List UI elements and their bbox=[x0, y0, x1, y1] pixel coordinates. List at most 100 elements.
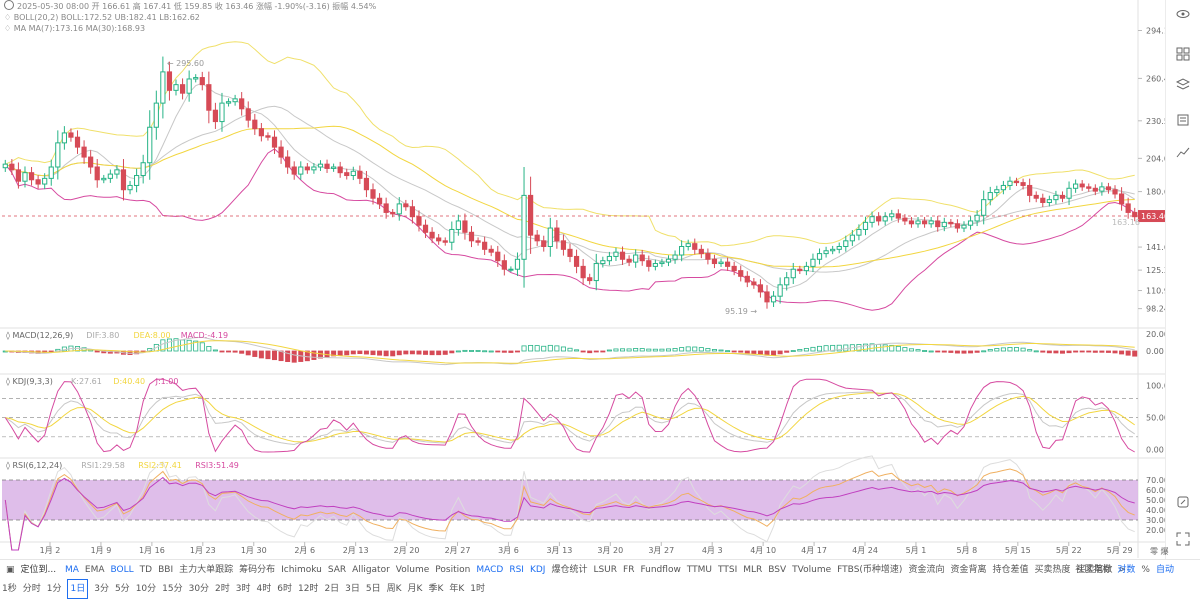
timeframe-tab[interactable]: 3日 bbox=[345, 584, 360, 594]
community-indicators-button[interactable]: 社区指标 bbox=[1075, 565, 1112, 575]
indicator-tab[interactable]: TVolume bbox=[792, 565, 832, 575]
pane-title: ◊ KDJ(9,3,3) bbox=[6, 377, 53, 386]
indicator-tab[interactable]: MLR bbox=[743, 565, 763, 575]
grid-icon[interactable] bbox=[1171, 42, 1195, 66]
candle bbox=[35, 179, 41, 185]
indicator-tab[interactable]: BBI bbox=[158, 565, 174, 575]
indicator-tab[interactable]: BOLL bbox=[110, 565, 134, 575]
timeframe-tab[interactable]: 年K bbox=[449, 584, 465, 594]
more-indicators-button[interactable]: > bbox=[1118, 565, 1127, 575]
candle bbox=[981, 199, 987, 216]
indicator-tab[interactable]: EMA bbox=[84, 565, 105, 575]
timeframe-tab[interactable]: 12时 bbox=[297, 584, 319, 594]
indicator-tab[interactable]: FTBS(币种增速) bbox=[837, 565, 903, 575]
candle bbox=[1086, 186, 1092, 189]
timeframe-tab[interactable]: 1时 bbox=[470, 584, 485, 594]
indicator-tab[interactable]: 资金背离 bbox=[950, 565, 987, 575]
macd-y-tick-label: 0.00 bbox=[1146, 347, 1164, 356]
indicator-tab[interactable]: SAR bbox=[327, 565, 347, 575]
candle bbox=[541, 240, 547, 247]
candle bbox=[219, 102, 225, 123]
chart[interactable]: 294.16 260.42 230.54 204.09 180.68 141.60 125.… bbox=[0, 0, 1200, 560]
ohlc-icon[interactable] bbox=[4, 0, 14, 10]
candle bbox=[764, 291, 770, 303]
indicator-tab[interactable]: 持仓差值 bbox=[992, 565, 1029, 575]
timeframe-tab[interactable]: 周K bbox=[386, 584, 402, 594]
indicator-tab[interactable]: Fundflow bbox=[640, 565, 681, 575]
timeframe-tab[interactable]: 季K bbox=[428, 584, 444, 594]
macd-bar bbox=[390, 350, 396, 357]
macd-bar bbox=[836, 344, 842, 352]
boll-lines bbox=[2, 41, 1138, 311]
timeframe-tab[interactable]: 2时 bbox=[215, 584, 230, 594]
timeframe-tab[interactable]: 1日 bbox=[67, 579, 89, 599]
indicator-tab[interactable]: Position bbox=[435, 565, 471, 575]
locate-button[interactable]: 定位到... bbox=[20, 565, 57, 575]
indicator-tab[interactable]: TTMU bbox=[686, 565, 713, 575]
macd-bar bbox=[613, 348, 619, 352]
timeframe-tab[interactable]: 6时 bbox=[277, 584, 292, 594]
layers-icon[interactable] bbox=[1171, 72, 1195, 96]
fullscreen-icon[interactable] bbox=[1171, 527, 1195, 551]
kdj-y-tick-label: 0.00 bbox=[1146, 446, 1164, 455]
list-icon[interactable] bbox=[1171, 108, 1195, 132]
indicator-tab[interactable]: 筹码分布 bbox=[239, 565, 276, 575]
rsi3-line bbox=[4, 476, 1135, 551]
indicator-tab[interactable]: MACD bbox=[476, 565, 504, 575]
candle bbox=[626, 258, 632, 263]
indicator-tab[interactable]: Alligator bbox=[352, 565, 390, 575]
macd-bar bbox=[1086, 350, 1092, 353]
timeframe-tab[interactable]: 1分 bbox=[46, 584, 62, 594]
indicator-tab[interactable]: RSI bbox=[509, 565, 524, 575]
timeframe-tab[interactable]: 10分 bbox=[135, 584, 157, 594]
indicator-tab[interactable]: KDJ bbox=[529, 565, 546, 575]
eye-icon[interactable] bbox=[1171, 2, 1195, 26]
indicator-tab[interactable]: FR bbox=[623, 565, 635, 575]
auto-scale-toggle[interactable]: 自动 bbox=[1155, 565, 1174, 575]
timeframe-tab[interactable]: 2日 bbox=[324, 584, 340, 594]
dea-line bbox=[5, 340, 1135, 364]
candle bbox=[935, 220, 941, 228]
timeframe-tab[interactable]: 30分 bbox=[188, 584, 210, 594]
timeframe-tab[interactable]: 分时 bbox=[22, 584, 41, 594]
chart-icon[interactable] bbox=[1171, 140, 1195, 164]
timeframe-tab[interactable]: 1秒 bbox=[2, 584, 17, 594]
timeframe-tab[interactable]: 4时 bbox=[256, 584, 272, 594]
macd-bar bbox=[534, 345, 540, 352]
candle bbox=[1079, 183, 1085, 188]
timeframe-tab[interactable]: 15分 bbox=[162, 584, 183, 594]
candle bbox=[1033, 194, 1039, 199]
log-scale-toggle[interactable]: 对数 bbox=[1117, 565, 1136, 575]
share-icon[interactable] bbox=[1171, 490, 1195, 514]
candle bbox=[1020, 182, 1026, 186]
ma30-line bbox=[5, 125, 1135, 268]
candle bbox=[593, 263, 599, 282]
indicator-tab[interactable]: BSV bbox=[768, 565, 787, 575]
indicator-tab[interactable]: TD bbox=[139, 565, 153, 575]
indicator-tab[interactable]: 爆仓统计 bbox=[551, 565, 588, 575]
settings-icon[interactable]: ▣ bbox=[6, 565, 15, 575]
indicator-tab[interactable]: MA bbox=[64, 565, 79, 575]
indicator-tab[interactable]: 主力大单跟踪 bbox=[179, 565, 234, 575]
indicator-tab[interactable]: LSUR bbox=[593, 565, 618, 575]
timeframe-tab[interactable]: 5分 bbox=[114, 584, 130, 594]
indicator-tab[interactable]: 买卖热度 bbox=[1034, 565, 1071, 575]
bell-icon[interactable]: ♢ bbox=[4, 24, 12, 33]
candle bbox=[534, 234, 540, 242]
timeframe-tab[interactable]: 3分 bbox=[94, 584, 109, 594]
candle bbox=[68, 132, 74, 138]
timeframe-tab[interactable]: 月K bbox=[407, 584, 423, 594]
bell-icon[interactable]: ♢ bbox=[4, 13, 12, 22]
macd-bar bbox=[817, 345, 823, 352]
percent-toggle[interactable]: % bbox=[1141, 565, 1150, 575]
indicator-tab[interactable]: Ichimoku bbox=[281, 565, 322, 575]
indicator-tab[interactable]: Volume bbox=[395, 565, 430, 575]
indicator-tab[interactable]: TTSI bbox=[718, 565, 738, 575]
x-tick-label: 1月 30 bbox=[241, 546, 267, 555]
indicator-tab[interactable]: 资金流向 bbox=[908, 565, 945, 575]
timeframe-tab[interactable]: 5日 bbox=[365, 584, 381, 594]
indicator-tab[interactable]: 买卖笔数 bbox=[1076, 565, 1113, 575]
bottom-toolbar: ▣ 定位到... MA EMA BOLL TD BBI 主力大单跟踪 筹码分布 Ichimoku… bbox=[0, 559, 1200, 599]
timeframe-tab[interactable]: 3时 bbox=[235, 584, 251, 594]
macd-bar bbox=[639, 348, 645, 352]
